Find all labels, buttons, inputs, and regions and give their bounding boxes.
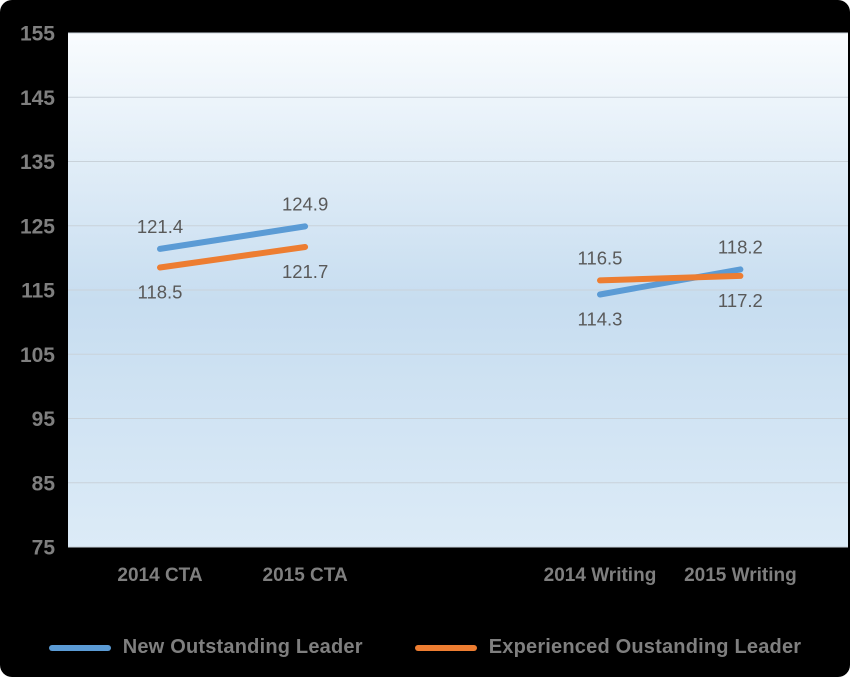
- y-tick-label: 155: [20, 23, 55, 46]
- y-axis-tick-labels: 75 85 95 105 115 125 135 145 155: [20, 23, 55, 560]
- legend-label-experienced-oustanding-leader: Experienced Oustanding Leader: [488, 636, 802, 658]
- data-label: 118.5: [138, 282, 183, 303]
- series-line-experienced-oustanding-leader: [157, 244, 744, 284]
- data-label: 121.7: [282, 261, 328, 282]
- data-label: 124.9: [282, 193, 328, 214]
- y-tick-label: 75: [32, 537, 56, 560]
- data-label: 118.2: [718, 236, 763, 257]
- data-labels: 121.4 124.9 114.3 118.2 118.5 121.7 116.5 117.2: [137, 193, 763, 329]
- y-tick-label: 145: [20, 87, 55, 110]
- y-tick-label: 95: [32, 408, 56, 431]
- series-line-new-outstanding-leader: [157, 223, 744, 298]
- data-label: 116.5: [578, 247, 623, 268]
- y-tick-label: 115: [21, 280, 55, 303]
- x-category-label: 2015 Writing: [684, 565, 797, 586]
- data-label: 121.4: [137, 216, 183, 237]
- y-tick-label: 85: [32, 472, 56, 495]
- x-category-label: 2014 Writing: [544, 565, 657, 586]
- chart-legend: New Outstanding Leader Experienced Ousta…: [0, 636, 850, 659]
- legend-item-new-outstanding-leader: New Outstanding Leader: [48, 636, 363, 659]
- y-tick-label: 125: [20, 215, 55, 238]
- y-tick-label: 105: [20, 344, 55, 367]
- x-category-label: 2015 CTA: [263, 565, 348, 586]
- y-tick-label: 135: [20, 151, 55, 174]
- gridlines: [68, 32, 848, 548]
- legend-label-new-outstanding-leader: New Outstanding Leader: [122, 636, 363, 658]
- data-label: 117.2: [718, 290, 763, 311]
- x-axis-category-labels: 2014 CTA 2015 CTA 2014 Writing 2015 Writing: [117, 565, 796, 586]
- legend-line-swatch-orange: [414, 644, 477, 651]
- data-label: 114.3: [578, 309, 623, 330]
- legend-item-experienced-oustanding-leader: Experienced Oustanding Leader: [414, 636, 802, 659]
- legend-line-swatch-blue: [48, 644, 111, 651]
- x-category-label: 2014 CTA: [117, 565, 202, 586]
